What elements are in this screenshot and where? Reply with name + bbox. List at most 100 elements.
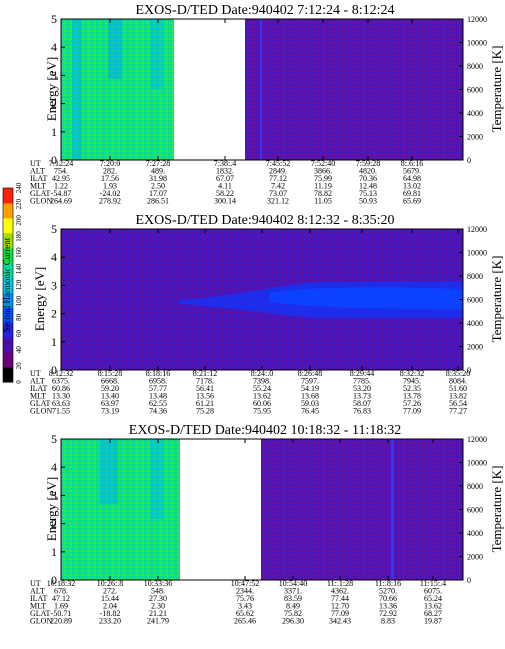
table-row-label: GLAT — [30, 609, 51, 618]
y-axis-label: Energy [eV] — [44, 477, 59, 541]
table-cell: 75.76 — [236, 594, 254, 603]
y-axis-label: Energy [eV] — [44, 57, 59, 121]
y2-tick-label: 4000 — [467, 529, 483, 538]
table-cell: 5270. — [379, 587, 397, 596]
table-cell: 65.69 — [403, 197, 421, 206]
table-cell: 8084. — [449, 377, 467, 386]
table-cell: 4.11 — [218, 182, 232, 191]
y-tick-label: 0 — [51, 573, 57, 587]
data-gap — [174, 19, 245, 160]
table-cell: 77.09 — [331, 609, 349, 618]
panel-title: EXOS-D/TED Date:940402 7:12:24 - 8:12:24 — [136, 3, 395, 18]
colorbar-block — [3, 188, 13, 204]
table-cell: 11:15:.4 — [420, 579, 446, 588]
table-cell: 13.48 — [149, 392, 167, 401]
table-cell: 342.43 — [329, 617, 351, 626]
table-row-label: UT — [30, 159, 41, 168]
y2-tick-label: 8000 — [467, 62, 483, 71]
y2-tick-label: 4000 — [467, 109, 483, 118]
table-cell: 286.51 — [147, 197, 169, 206]
table-row-label: GLON — [30, 617, 52, 626]
table-cell: 265.46 — [234, 617, 256, 626]
table-cell: 6958. — [149, 377, 167, 386]
colorbar-label: Second Harmonic Current — [2, 237, 12, 332]
table-cell: 678. — [54, 587, 68, 596]
table-cell: 74.36 — [149, 407, 167, 416]
y-tick-label: 4 — [51, 40, 57, 54]
table-cell: 11.05 — [314, 197, 332, 206]
table-cell: 11:.8:16 — [375, 579, 401, 588]
panel-3: EXOS-D/TED Date:940402 10:18:32 - 11:18:… — [30, 423, 504, 626]
panel-title: EXOS-D/TED Date:940402 8:12:32 - 8:35:20 — [136, 213, 395, 228]
table-cell: 7597. — [301, 377, 319, 386]
orbit-table: UTALTILATMLTGLATGLON8:12:326375.60.8613.… — [30, 369, 470, 416]
table-cell: 47.12 — [52, 594, 70, 603]
table-cell: 2.04 — [103, 602, 117, 611]
heatmap-region-after-gap — [245, 19, 463, 160]
table-row-label: MLT — [30, 182, 46, 191]
x-ticks — [60, 439, 434, 580]
colorbar-frame — [2, 187, 14, 383]
table-cell: 50.93 — [359, 197, 377, 206]
plot-area — [60, 438, 464, 581]
table-cell: 77.09 — [403, 407, 421, 416]
table-cell: 11.19 — [314, 182, 332, 191]
table-cell: 77.44 — [331, 594, 349, 603]
colorbar-blocks — [2, 187, 14, 383]
colorbar-tick-label: 120 — [15, 279, 23, 290]
colorbar-block — [3, 277, 13, 293]
table-cell: 296.30 — [282, 617, 304, 626]
y-axis-right: 0 2000 4000 6000 8000 10000 12000 — [459, 225, 487, 375]
table-cell: 754. — [54, 167, 68, 176]
heatmap-band-core — [270, 287, 463, 309]
y-axis-right: 0 2000 4000 6000 8000 10000 12000 — [459, 15, 487, 165]
table-cell: 8.83 — [381, 617, 395, 626]
table-cell: 58.07 — [353, 399, 371, 408]
y2-tick-label: 2000 — [467, 133, 483, 142]
y-tick-label: 4 — [51, 460, 57, 474]
y2-tick-label: 12000 — [467, 225, 487, 234]
table-cell: 264.69 — [50, 197, 72, 206]
heatmap-streak — [391, 439, 394, 580]
table-cell: 8:12:32 — [49, 369, 73, 378]
table-cell: 70.66 — [379, 594, 397, 603]
table-cell: 8:29:44 — [350, 369, 374, 378]
table-cell: 60.06 — [253, 399, 271, 408]
table-row-label: GLON — [30, 197, 52, 206]
table-cell: 7398. — [253, 377, 271, 386]
table-cell: 72.92 — [379, 609, 397, 618]
table-cell: 27.30 — [149, 594, 167, 603]
table-cell: 13.82 — [449, 392, 467, 401]
y-tick-label: 2 — [51, 97, 57, 111]
table-cell: 8:26:48 — [298, 369, 322, 378]
table-cell: 67.07 — [216, 174, 234, 183]
table-cell: 70.36 — [359, 174, 377, 183]
table-cell: 8.49 — [286, 602, 300, 611]
panel-2: EXOS-D/TED Date:940402 8:12:32 - 8:35:20… — [30, 213, 504, 416]
table-cell: 69.81 — [403, 189, 421, 198]
table-cell: 42.95 — [52, 174, 70, 183]
colorbar-block — [3, 307, 13, 323]
table-cell: 278.92 — [99, 197, 121, 206]
table-row-label: GLON — [30, 407, 52, 416]
table-cell: 8:32:32 — [400, 369, 424, 378]
table-cell: 73.07 — [269, 189, 287, 198]
table-row-label: MLT — [30, 602, 46, 611]
table-cell: 61.21 — [196, 399, 214, 408]
table-cell: 59.03 — [301, 399, 319, 408]
table-cell: -24.02 — [100, 189, 121, 198]
y2-tick-label: 0 — [467, 366, 471, 375]
table-cell: 7945. — [403, 377, 421, 386]
panel-1: EXOS-D/TED Date:940402 7:12:24 - 8:12:24… — [30, 3, 504, 206]
table-cell: 6668. — [101, 377, 119, 386]
table-cell: 21.21 — [149, 609, 167, 618]
colorbar-block — [3, 247, 13, 264]
table-row-label: UT — [30, 369, 41, 378]
table-cell: 2344. — [236, 587, 254, 596]
table-cell: -54.87 — [51, 189, 72, 198]
table-row-label: ALT — [30, 167, 45, 176]
table-cell: 19.87 — [424, 617, 442, 626]
table-cell: 220.89 — [50, 617, 72, 626]
